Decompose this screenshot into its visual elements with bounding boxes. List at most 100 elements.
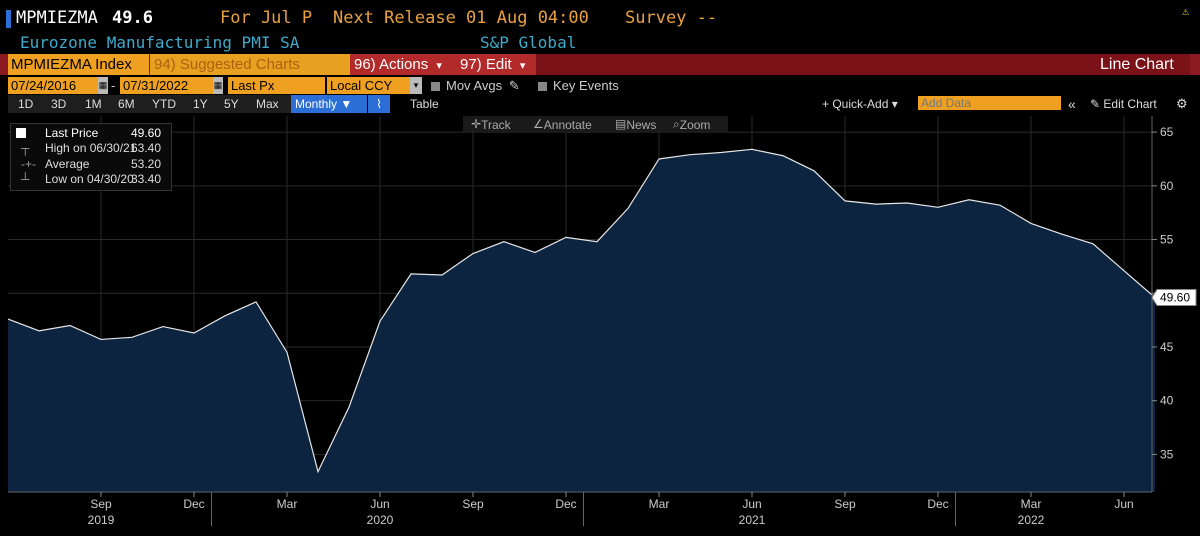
- key-events-label: Key Events: [553, 78, 619, 93]
- range-3d[interactable]: 3D: [51, 97, 67, 111]
- date-separator: -: [111, 78, 116, 93]
- data-point: [813, 169, 816, 172]
- track-tool[interactable]: ✛ Track: [471, 117, 511, 132]
- data-point: [162, 325, 165, 328]
- gear-icon[interactable]: ⚙: [1176, 96, 1188, 111]
- data-point: [751, 148, 754, 151]
- data-point: [906, 202, 909, 205]
- currency-select[interactable]: Local CCY: [327, 77, 410, 94]
- data-point: [100, 338, 103, 341]
- calendar-icon[interactable]: ▦: [213, 77, 223, 94]
- legend-high-value: 63.40: [131, 141, 162, 155]
- chevron-down-icon[interactable]: ▾: [410, 77, 422, 94]
- start-date-input[interactable]: 07/24/2016: [8, 77, 99, 94]
- legend-avg-value: 53.20: [131, 157, 162, 171]
- legend[interactable]: Last Price 49.60 ┬ High on 06/30/21 63.4…: [10, 123, 172, 191]
- legend-avg-row: -+- Average 53.20: [11, 157, 171, 172]
- range-max[interactable]: Max: [256, 97, 279, 111]
- average-marker-icon: -+-: [21, 157, 36, 171]
- x-tick-label: Sep: [462, 497, 484, 511]
- actions-label: 96) Actions: [354, 56, 429, 73]
- edit-chart-button[interactable]: ✎ Edit Chart: [1090, 95, 1157, 113]
- add-data-input[interactable]: [918, 96, 1061, 110]
- data-point: [193, 332, 196, 335]
- checkbox-icon[interactable]: [538, 82, 547, 91]
- x-tick-label: Dec: [183, 497, 204, 511]
- data-point: [286, 351, 289, 354]
- chart-tools: ✛ Track ∠ Annotate ▤ News ⌕ Zoom: [463, 116, 728, 132]
- legend-last-value: 49.60: [131, 126, 162, 140]
- data-point: [658, 157, 661, 160]
- security-name: Eurozone Manufacturing PMI SA: [20, 33, 300, 52]
- table-button[interactable]: Table: [410, 97, 439, 111]
- zoom-tool[interactable]: ⌕ Zoom: [673, 117, 711, 132]
- track-label: Track: [481, 118, 511, 132]
- legend-last-row: Last Price 49.60: [11, 126, 171, 141]
- year-label: 2022: [1018, 513, 1045, 527]
- ticker-marker: [6, 10, 11, 28]
- zoom-label: Zoom: [679, 118, 711, 132]
- data-point: [38, 329, 41, 332]
- y-tick-label: 60: [1160, 179, 1174, 193]
- pencil-icon[interactable]: ✎: [508, 78, 520, 93]
- series-area: [8, 149, 1155, 492]
- data-point: [968, 198, 971, 201]
- legend-high-label: High on 06/30/21: [45, 141, 137, 155]
- data-point: [627, 207, 630, 210]
- calendar-icon[interactable]: ▦: [98, 77, 108, 94]
- x-tick-label: Mar: [649, 497, 670, 511]
- y-tick-label: 35: [1160, 447, 1174, 461]
- quick-add-button[interactable]: + Quick-Add ▾: [822, 97, 898, 111]
- data-point: [131, 336, 134, 339]
- data-point: [348, 406, 351, 409]
- range-5y[interactable]: 5Y: [224, 97, 239, 111]
- y-tick-label: 55: [1160, 233, 1174, 247]
- key-events-toggle[interactable]: Key Events: [538, 77, 619, 94]
- field-select[interactable]: Last Px: [228, 77, 325, 94]
- line-chart-icon[interactable]: ⌇: [368, 95, 390, 113]
- x-tick-label: Dec: [555, 497, 576, 511]
- legend-low-label: Low on 04/30/20: [45, 172, 134, 186]
- legend-low-value: 33.40: [131, 172, 162, 186]
- ticker: MPMIEZMA: [16, 8, 98, 28]
- data-point: [596, 240, 599, 243]
- data-point: [875, 203, 878, 206]
- x-tick-label: Mar: [277, 497, 298, 511]
- checkbox-icon[interactable]: [431, 82, 440, 91]
- legend-last-label: Last Price: [45, 126, 99, 140]
- warning-icon[interactable]: ⚠: [1182, 4, 1190, 18]
- y-tick-label: 65: [1160, 125, 1174, 139]
- legend-avg-label: Average: [45, 157, 90, 171]
- range-1y[interactable]: 1Y: [193, 97, 208, 111]
- edit-button[interactable]: 97) Edit ▾: [456, 54, 536, 75]
- low-marker-icon: ┴: [21, 172, 30, 186]
- news-label: News: [626, 118, 657, 132]
- range-6m[interactable]: 6M: [118, 97, 135, 111]
- series-line: [7, 148, 1156, 474]
- date-range-row: 07/24/2016 ▦ - 07/31/2022 ▦ Last Px Loca…: [0, 77, 1200, 95]
- collapse-icon[interactable]: «: [1068, 96, 1076, 112]
- data-point: [720, 151, 723, 154]
- actions-button[interactable]: 96) Actions ▾: [350, 54, 456, 75]
- x-tick-label: Sep: [90, 497, 112, 511]
- suggested-charts-button[interactable]: 94) Suggested Charts: [150, 54, 350, 75]
- chevron-down-icon: ▾: [519, 60, 526, 72]
- annotate-tool[interactable]: ∠ Annotate: [533, 117, 592, 132]
- range-1d[interactable]: 1D: [18, 97, 34, 111]
- data-point: [999, 204, 1002, 207]
- range-ytd[interactable]: YTD: [152, 97, 176, 111]
- year-label: 2019: [88, 513, 115, 527]
- data-point: [1061, 233, 1064, 236]
- data-point: [379, 320, 382, 323]
- security-field[interactable]: MPMIEZMA Index: [8, 54, 149, 75]
- periodicity-select[interactable]: Monthly ▼: [291, 95, 367, 113]
- data-point: [317, 470, 320, 473]
- data-point: [410, 272, 413, 275]
- mov-avgs-toggle[interactable]: Mov Avgs ✎: [431, 77, 520, 94]
- legend-low-row: ┴ Low on 04/30/20 33.40: [11, 172, 171, 187]
- news-tool[interactable]: ▤ News: [615, 117, 657, 132]
- data-point: [565, 236, 568, 239]
- range-1m[interactable]: 1M: [85, 97, 102, 111]
- end-date-input[interactable]: 07/31/2022: [120, 77, 213, 94]
